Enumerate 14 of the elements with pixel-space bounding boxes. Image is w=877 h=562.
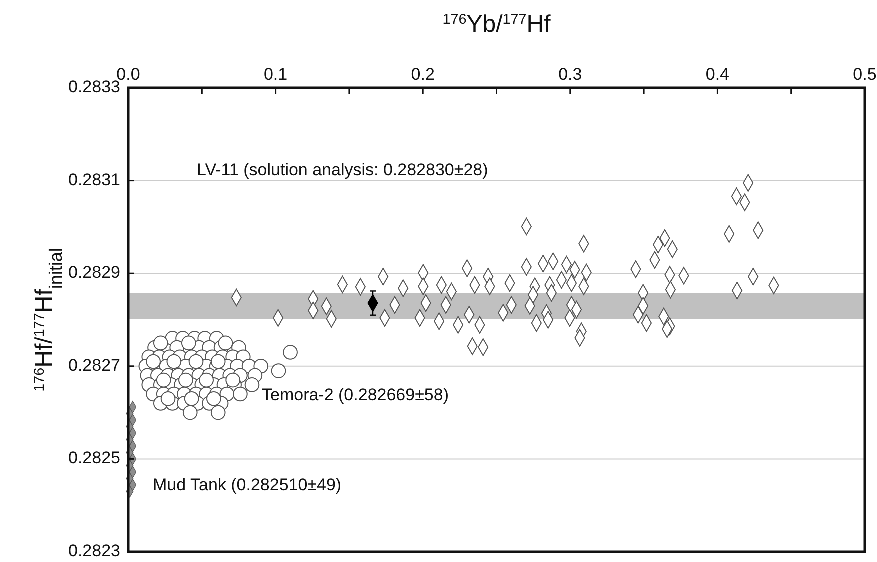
x-tick-label: 0.3	[558, 65, 582, 84]
x-tick-label: 0.1	[264, 65, 288, 84]
x-axis-title: $^{176}$Yb/$^{177}$Hf	[442, 11, 552, 38]
x-tick-label: 0.4	[706, 65, 730, 84]
annotation: LV-11 (solution analysis: 0.282830±28)	[197, 160, 488, 180]
x-tick-label: 0.2	[411, 65, 435, 84]
y-tick-label: 0.2827	[68, 356, 120, 375]
y-tick-label: 0.2823	[68, 541, 120, 560]
y-tick-label: 0.2825	[68, 448, 120, 468]
annotation: Mud Tank (0.282510±49)	[153, 475, 342, 494]
y-tick-label: 0.2829	[68, 263, 120, 282]
annotation: Temora-2 (0.282669±58)	[262, 385, 449, 404]
y-tick-label: 0.2831	[68, 170, 120, 190]
x-tick-label: 0.5	[853, 65, 877, 84]
